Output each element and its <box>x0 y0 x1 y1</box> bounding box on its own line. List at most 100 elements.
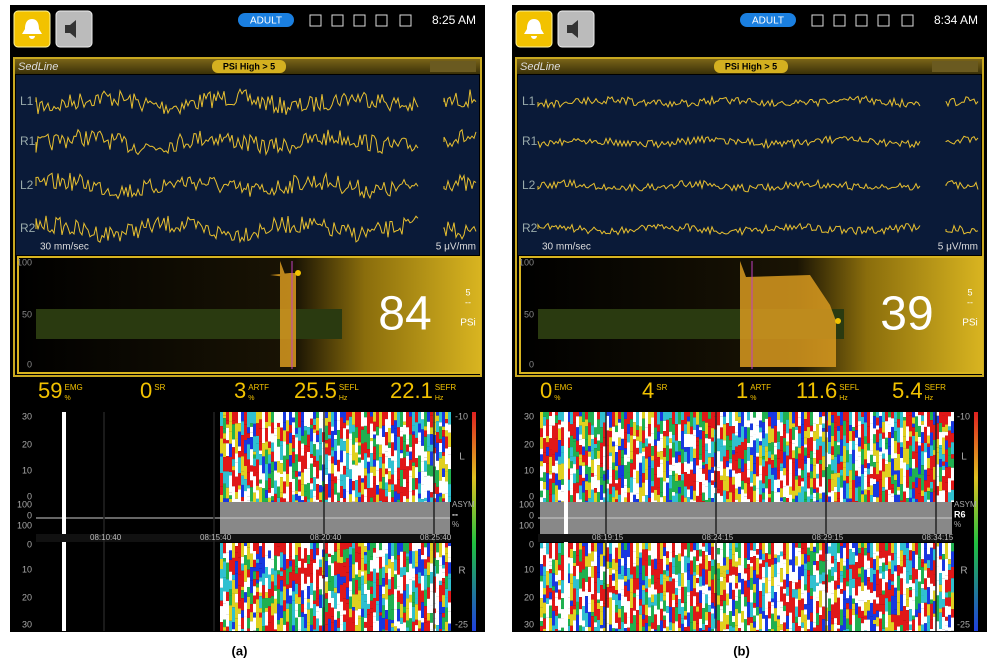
spectrogram-cell <box>867 426 870 443</box>
spectrogram-cell <box>373 447 376 453</box>
spectrogram-cell <box>807 555 810 561</box>
asym-value: R6 <box>954 509 966 519</box>
spectrogram-cell <box>292 448 295 452</box>
spectrogram-cell <box>343 466 346 475</box>
spectrogram-cell <box>660 585 663 593</box>
spectrogram-cell <box>798 417 801 426</box>
spectrogram-cell <box>235 499 238 502</box>
spectrogram-cell <box>364 543 367 546</box>
spectrogram-cell <box>912 590 915 601</box>
spectrogram-cell <box>307 412 310 427</box>
spectrogram-cell <box>642 543 645 549</box>
spectrogram-cell <box>702 474 705 485</box>
spectrogram-cell <box>594 622 597 627</box>
spectrogram-cell <box>304 469 307 484</box>
spectrogram-cell <box>678 586 681 589</box>
spectrogram-cell <box>364 468 367 476</box>
spectrogram-cell <box>915 468 918 478</box>
spectrogram-cell <box>597 573 600 578</box>
spectrogram-cell <box>391 484 394 490</box>
spectrogram-cell <box>822 561 825 572</box>
spectrogram-cell <box>729 412 732 426</box>
spectrogram-cell <box>786 574 789 587</box>
spectrogram-cell <box>879 622 882 631</box>
spectrogram-cell <box>373 617 376 622</box>
spectrogram-cell <box>442 568 445 572</box>
menu-button[interactable] <box>932 61 978 72</box>
spectrogram-cell <box>403 607 406 613</box>
spectrogram-cell <box>265 612 268 626</box>
spectrogram-cell <box>852 496 855 502</box>
spectrogram-cell <box>597 543 600 557</box>
spectrogram-cell <box>424 437 427 452</box>
spectrogram-cell <box>265 490 268 498</box>
spectrogram-cell <box>552 543 555 560</box>
spectrogram-cell <box>579 454 582 458</box>
spectrogram-cell <box>741 565 744 579</box>
spectrogram-cell <box>630 492 633 502</box>
spectrogram-cell <box>307 543 310 555</box>
spectrogram-cell <box>409 595 412 602</box>
dsa-axis-label: 0 <box>27 539 32 549</box>
spectrogram-cell <box>876 570 879 584</box>
channel-label: L2 <box>522 178 536 192</box>
spectrogram-cell <box>561 628 564 631</box>
spectrogram-cell <box>645 412 648 428</box>
spectrogram-cell <box>648 587 651 597</box>
spectrogram-cell <box>726 570 729 574</box>
spectrogram-cell <box>819 464 822 472</box>
spectrogram-cell <box>442 452 445 456</box>
spectrogram-cell <box>945 625 948 631</box>
spectrogram-cell <box>744 483 747 493</box>
spectrogram-cell <box>223 484 226 499</box>
spectrogram-cell <box>930 600 933 604</box>
spectrogram-cell <box>235 412 238 423</box>
spectrogram-cell <box>732 412 735 426</box>
spectrogram-cell <box>424 477 427 491</box>
spectrogram-cell <box>624 497 627 502</box>
spectrogram-cell <box>421 462 424 472</box>
time-label: 08:20:40 <box>310 533 342 542</box>
spectrogram-cell <box>307 625 310 631</box>
spectrogram-cell <box>657 610 660 626</box>
spectrogram-cell <box>337 611 340 618</box>
spectrogram-cell <box>888 412 891 417</box>
spectrogram-cell <box>621 622 624 631</box>
spectrogram-cell <box>370 613 373 627</box>
spectrogram-cell <box>834 492 837 501</box>
spectrogram-cell <box>427 587 430 598</box>
spectrogram-cell <box>654 500 657 502</box>
spectrogram-cell <box>636 578 639 589</box>
spectrogram-cell <box>289 467 292 483</box>
spectrogram-cell <box>789 581 792 597</box>
spectrogram-cell <box>373 476 376 483</box>
spectrogram-cell <box>615 452 618 466</box>
menu-button[interactable] <box>430 61 476 72</box>
spectrogram-cell <box>262 585 265 598</box>
spectrogram-cell <box>747 560 750 564</box>
spectrogram-cell <box>939 629 942 631</box>
spectrogram-cell <box>795 589 798 598</box>
spectrogram-cell <box>289 618 292 631</box>
spectrogram-cell <box>858 438 861 447</box>
spectrogram-cell <box>388 428 391 443</box>
spectrogram-cell <box>241 571 244 587</box>
spectrogram-cell <box>573 483 576 490</box>
spectrogram-cell <box>654 440 657 446</box>
spectrogram-cell <box>244 546 247 555</box>
spectrogram-cell <box>301 574 304 591</box>
spectrogram-cell <box>549 558 552 561</box>
spectrogram-cell <box>690 470 693 486</box>
spectrogram-cell <box>906 488 909 498</box>
spectrogram-cell <box>295 434 298 438</box>
spectrogram-cell <box>630 592 633 608</box>
spectrogram-cell <box>804 569 807 584</box>
spectrogram-cell <box>792 427 795 439</box>
spectrogram-cell <box>226 420 229 424</box>
spectrogram-cell <box>804 492 807 500</box>
spectrogram-cell <box>373 598 376 612</box>
spectrogram-cell <box>609 437 612 452</box>
spectrogram-cell <box>885 412 888 421</box>
spectrogram-cell <box>753 418 756 434</box>
spectrogram-cell <box>813 607 816 622</box>
